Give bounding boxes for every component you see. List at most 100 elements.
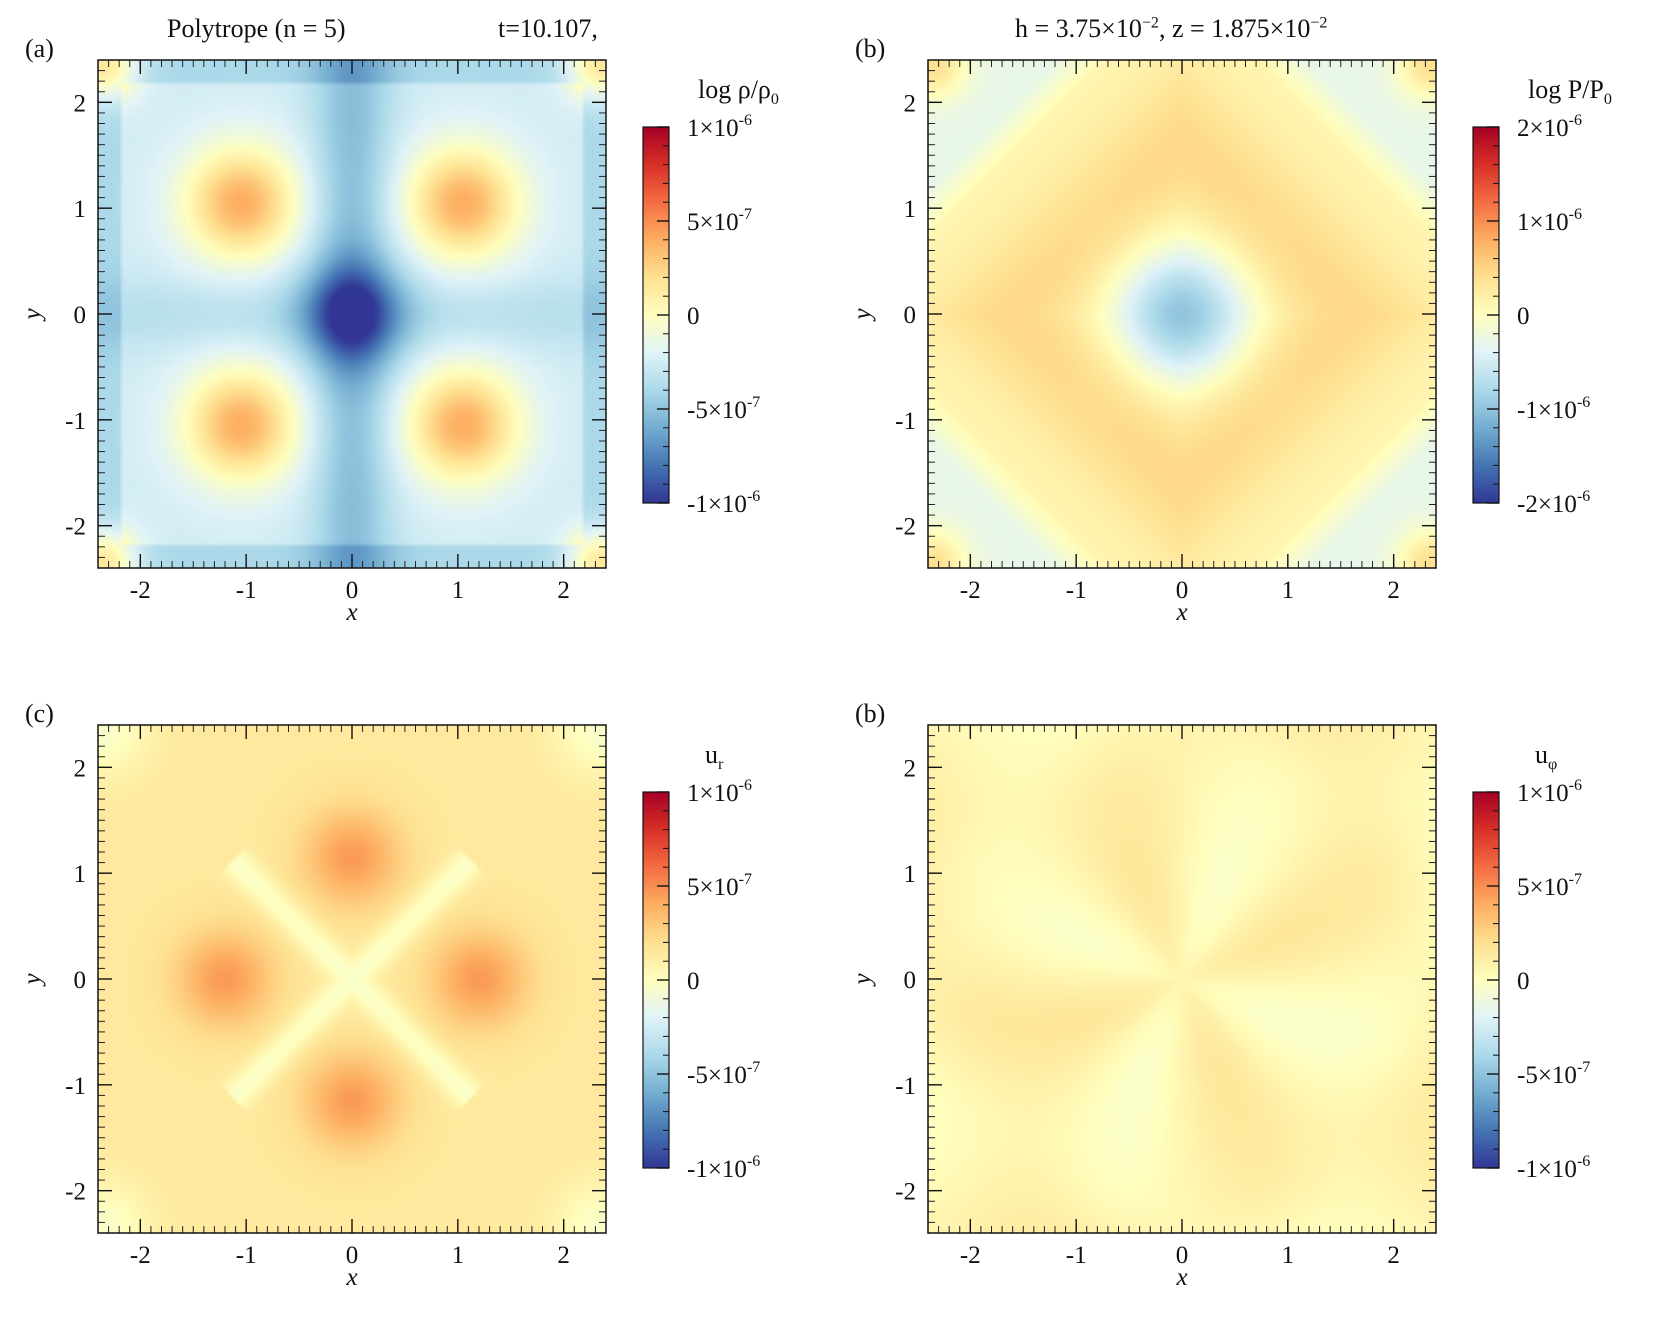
major-ticks (98, 725, 606, 1233)
colorbar-tick-label: 1×10-6 (1517, 206, 1582, 236)
colorbar-tick-base: -1×10 (1517, 1156, 1577, 1183)
colorbar-tick-exponent: -6 (1577, 1153, 1590, 1170)
y-tick-label: 0 (904, 302, 917, 329)
colorbar-tick-label: -5×10-7 (1517, 1059, 1590, 1089)
colorbar-label: uφ (1535, 740, 1557, 774)
colorbar-tick-label: -5×10-7 (687, 394, 760, 424)
colorbar-tick-label: -1×10-6 (687, 488, 760, 518)
colorbar-tick-label: -5×10-7 (687, 1059, 760, 1089)
title-z-text: , z = 1.875×10 (1158, 14, 1311, 43)
y-tick-label: -1 (895, 1073, 916, 1100)
x-tick-label: 0 (1176, 1242, 1189, 1269)
heatmap-chart: -2 -1 0 1 2-2-1012xy2×10-61×10-60-1×10-6-2×1… (849, 59, 1590, 626)
heatmap-chart: -2 -1 0 1 2-2-1012xy1×10-65×10-70-5×10-7-1×1… (19, 724, 760, 1291)
colorbar-tick-exponent: -6 (1577, 488, 1590, 505)
y-tick-label: 1 (74, 861, 87, 888)
panel-d: (b) uφ -2 -1 0 1 2 -2 -1 0 1 2 x y 1×10-6 5×10-7 0 -5×1… (830, 665, 1650, 1330)
colorbar-tick-base: 0 (687, 968, 700, 995)
y-tick-label: 1 (904, 861, 917, 888)
x-tick-label: 2 (1387, 1242, 1400, 1269)
y-tick-label: -2 (895, 514, 916, 541)
colorbar-tick-base: 0 (1517, 968, 1530, 995)
y-tick-label: -2 (65, 1179, 86, 1206)
colorbar-tick-label: 0 (687, 968, 700, 995)
y-tick-label: 2 (74, 755, 87, 782)
major-ticks (928, 725, 1436, 1233)
colorbar-label-sub: r (718, 756, 724, 774)
figure-title-left: Polytrope (n = 5) (167, 14, 346, 43)
x-tick-label: 2 (1387, 577, 1400, 604)
x-tick-label: 2 (557, 577, 570, 604)
major-ticks (928, 60, 1436, 568)
colorbar-tick-base: 5×10 (1517, 874, 1569, 901)
y-tick-label: -1 (65, 1073, 86, 1100)
x-tick-label: -1 (1066, 577, 1087, 604)
colorbar-tick-label: 1×10-6 (687, 777, 752, 807)
colorbar-label-text: log P/P (1528, 75, 1604, 104)
colorbar-tick-exponent: -7 (747, 1059, 760, 1076)
colorbar-tick-exponent: -6 (1569, 206, 1582, 223)
x-tick-label: -2 (130, 577, 151, 604)
colorbar-tick-label: 5×10-7 (687, 871, 752, 901)
y-tick-label: 2 (904, 90, 917, 117)
colorbar-tick-exponent: -6 (739, 112, 752, 129)
colorbar-tick-base: -1×10 (687, 1156, 747, 1183)
x-tick-label: -1 (1066, 1242, 1087, 1269)
colorbar-label: log ρ/ρ0 (698, 75, 779, 109)
colorbar-label-text: u (1535, 740, 1548, 769)
y-tick-label: -1 (65, 408, 86, 435)
y-tick-label: 1 (904, 196, 917, 223)
colorbar-label-text: log ρ/ρ (698, 75, 771, 104)
y-axis-label: y (849, 973, 876, 988)
colorbar-tick-label: 0 (1517, 303, 1530, 330)
colorbar-tick-exponent: -7 (747, 394, 760, 411)
colorbar-tick-base: 1×10 (1517, 780, 1569, 807)
heatmap-image (98, 60, 606, 568)
x-tick-label: 1 (1282, 1242, 1295, 1269)
colorbar-tick-exponent: -7 (1569, 871, 1582, 888)
x-axis-label: x (345, 599, 357, 626)
heatmap-chart: -2 -1 0 1 2-2-1012xy1×10-65×10-70-5×10-7-1×1… (19, 59, 760, 626)
colorbar-tick-label: 0 (1517, 968, 1530, 995)
heatmap-image (98, 725, 606, 1233)
x-tick-label: 2 (557, 1242, 570, 1269)
y-tick-label: 2 (904, 755, 917, 782)
colorbar-tick-base: 2×10 (1517, 115, 1569, 142)
colorbar-tick-label: 5×10-7 (687, 206, 752, 236)
panel-b: (b) log P/P0 -2 -1 0 1 2 -2 -1 0 1 2 x y 2×10-6 1×10-… (830, 0, 1650, 665)
y-tick-label: 1 (74, 196, 87, 223)
colorbar-label: log P/P0 (1528, 75, 1612, 109)
x-tick-label: 1 (452, 1242, 465, 1269)
y-tick-label: -1 (895, 408, 916, 435)
colorbar-tick-base: -5×10 (687, 397, 747, 424)
major-ticks (98, 60, 606, 568)
y-axis-label: y (19, 973, 46, 988)
y-tick-label: 0 (904, 967, 917, 994)
plot-frame (97, 59, 607, 569)
plot-frame (927, 724, 1437, 1234)
colorbar-tick-exponent: -7 (739, 206, 752, 223)
colorbar-tick-label: -1×10-6 (1517, 1153, 1590, 1183)
y-tick-label: -2 (895, 1179, 916, 1206)
heatmap-image (928, 725, 1436, 1233)
x-tick-label: -2 (130, 1242, 151, 1269)
x-axis-label: x (345, 1264, 357, 1291)
colorbar-tick-label: 1×10-6 (687, 112, 752, 142)
panel-label: (b) (855, 34, 886, 63)
y-tick-label: -2 (65, 514, 86, 541)
panel-a: (a) log ρ/ρ0 -2 -1 0 1 2 -2 -1 0 1 2 x y 1×10-6 5×10-… (0, 0, 820, 665)
colorbar-tick-label: 0 (687, 303, 700, 330)
plot-frame (927, 59, 1437, 569)
colorbar-tick-exponent: -7 (1577, 1059, 1590, 1076)
x-tick-label: -2 (960, 1242, 981, 1269)
colorbar-tick-exponent: -6 (747, 488, 760, 505)
colorbar-tick-base: -1×10 (1517, 397, 1577, 424)
title-h-exp: −2 (1141, 14, 1159, 32)
y-axis-label: y (849, 308, 876, 323)
colorbar-tick-exponent: -6 (1569, 112, 1582, 129)
colorbar-tick-label: 2×10-6 (1517, 112, 1582, 142)
colorbar-tick-base: -2×10 (1517, 491, 1577, 518)
x-tick-label: 0 (346, 577, 359, 604)
title-z-exp: −2 (1310, 14, 1328, 32)
x-tick-label: -1 (236, 577, 257, 604)
